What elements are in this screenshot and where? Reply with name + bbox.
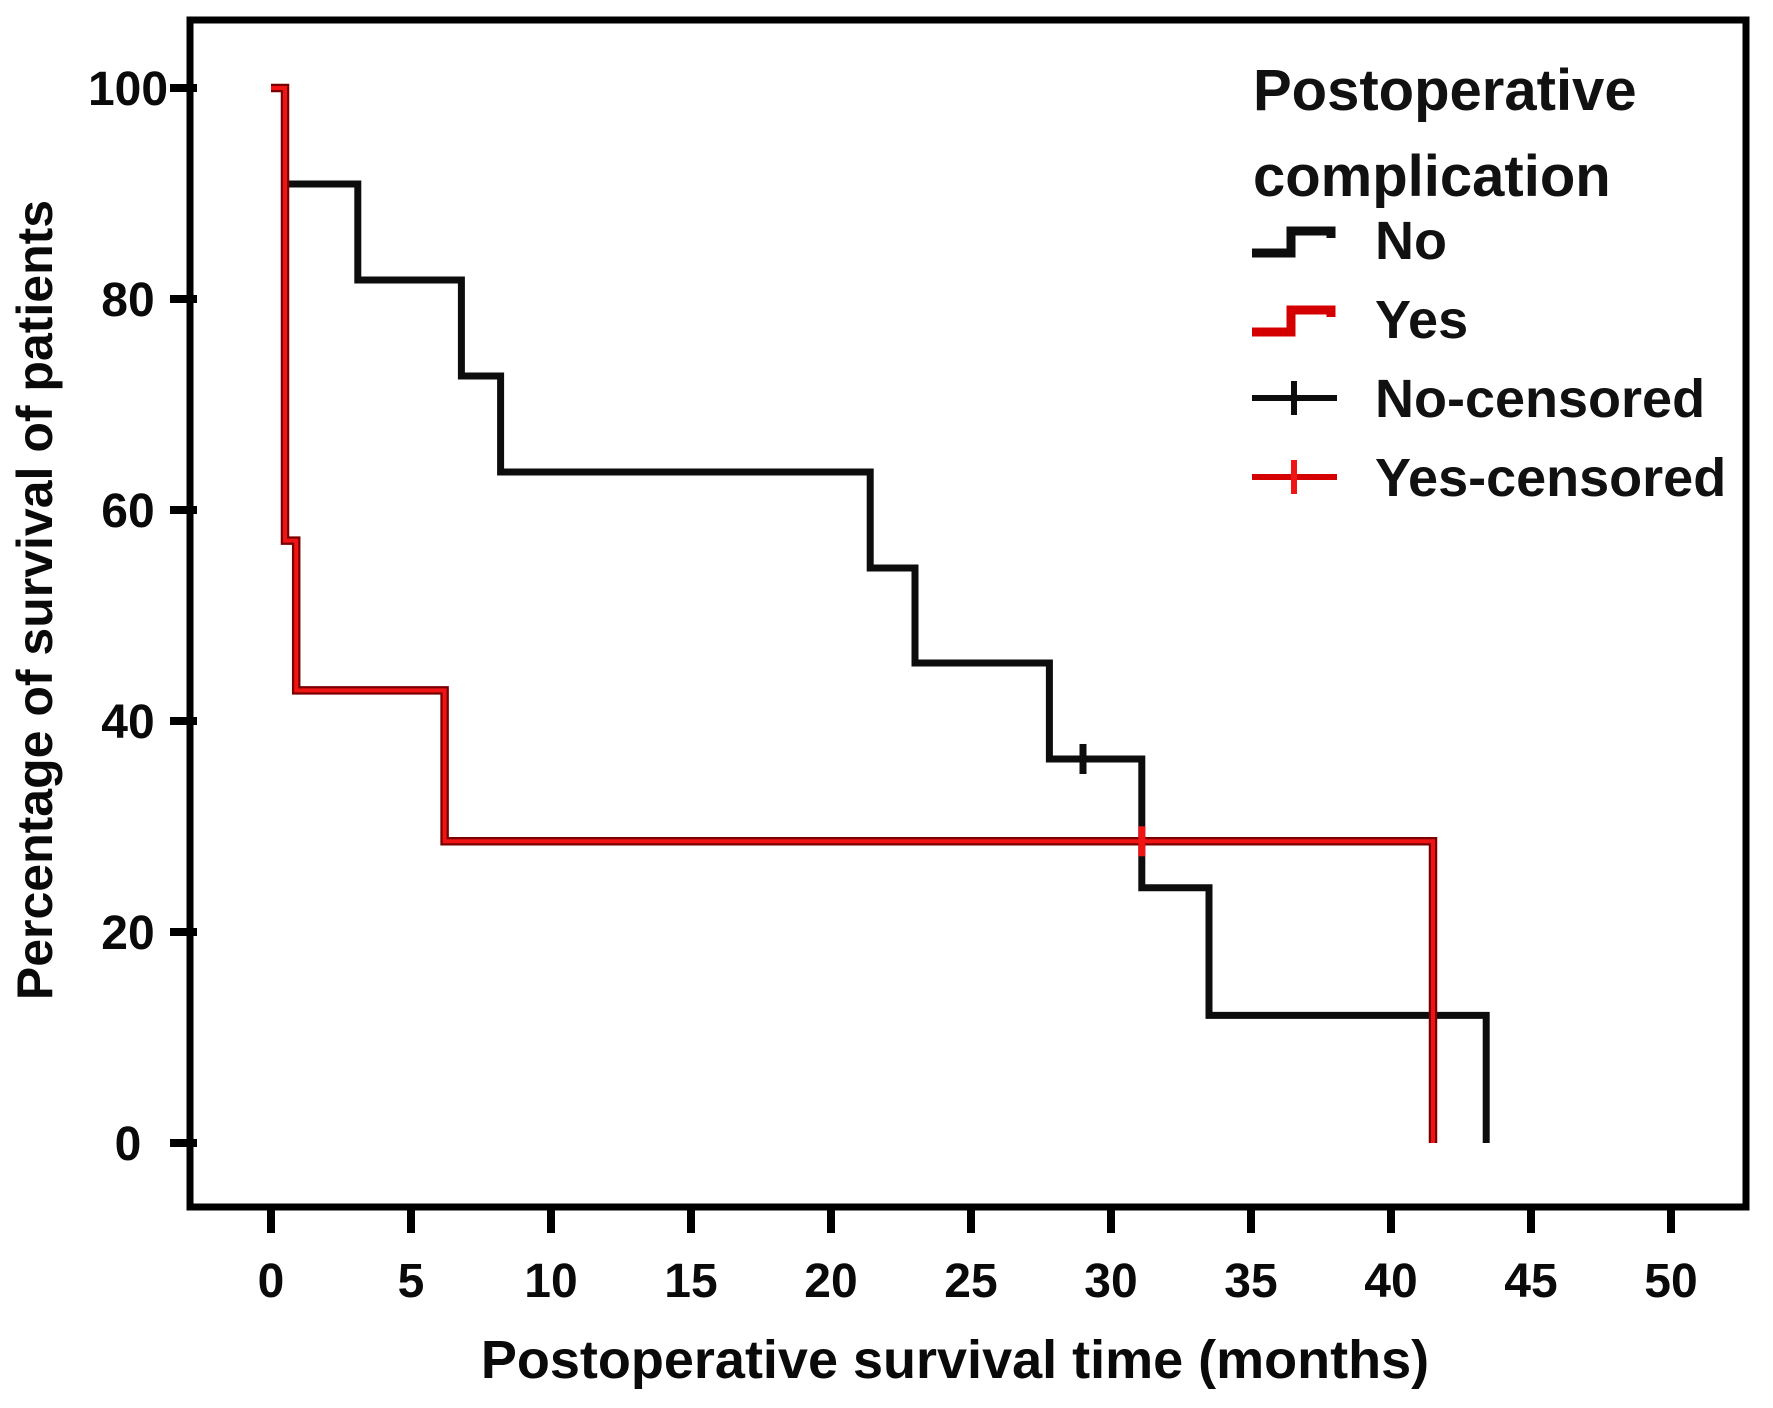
- x-tick-label: 20: [804, 1255, 857, 1308]
- x-axis-title: Postoperative survival time (months): [481, 1330, 1429, 1390]
- legend-items: No Yes No-censored Yes-censored: [1252, 211, 1726, 508]
- x-tick-label: 15: [664, 1255, 717, 1308]
- y-tick-label: 40: [101, 696, 154, 749]
- legend-step-line-icon: [1252, 226, 1336, 258]
- legend-item-no-censored: No-censored: [1252, 369, 1705, 429]
- y-tick-label: 20: [101, 907, 154, 960]
- legend-title-line2: complication: [1253, 144, 1611, 209]
- y-tick-label: 0: [115, 1118, 142, 1171]
- x-tick-label: 25: [944, 1255, 997, 1308]
- legend-item-no: No: [1252, 211, 1447, 271]
- y-axis-ticks: 0 20 40 60 80 100: [88, 63, 197, 1171]
- y-tick-label: 60: [101, 485, 154, 538]
- x-tick-label: 30: [1084, 1255, 1137, 1308]
- series-group: [271, 83, 1490, 1143]
- x-tick-label: 10: [524, 1255, 577, 1308]
- km-curve-yes: [271, 86, 1435, 1143]
- x-tick-label: 35: [1224, 1255, 1277, 1308]
- x-tick-label: 45: [1504, 1255, 1557, 1308]
- km-curve-no: [271, 84, 1490, 1143]
- legend-title-line1: Postoperative: [1253, 58, 1637, 123]
- legend-item-label: No: [1375, 211, 1447, 271]
- y-axis-title: Percentage of survival of patients: [7, 200, 63, 1000]
- y-tick-label: 100: [88, 63, 168, 116]
- x-tick-label: 50: [1644, 1255, 1697, 1308]
- plot-area: [186, 16, 1750, 1211]
- x-tick-label: 5: [398, 1255, 425, 1308]
- censor-marks: [1079, 743, 1146, 857]
- x-tick-label: 0: [258, 1255, 285, 1308]
- legend-item-yes: Yes: [1252, 290, 1468, 350]
- x-tick-label: 40: [1364, 1255, 1417, 1308]
- legend: Postoperative complication No Yes No-censo…: [1252, 58, 1726, 508]
- legend-item-yes-censored: Yes-censored: [1252, 448, 1726, 508]
- legend-item-label: Yes: [1375, 290, 1468, 350]
- x-axis-ticks: 0 5 10 15 20 25 30 35 40 45 50: [258, 1204, 1698, 1308]
- legend-item-label: Yes-censored: [1375, 448, 1726, 508]
- legend-step-line-icon: [1252, 305, 1336, 337]
- y-tick-label: 80: [101, 274, 154, 327]
- legend-item-label: No-censored: [1375, 369, 1705, 429]
